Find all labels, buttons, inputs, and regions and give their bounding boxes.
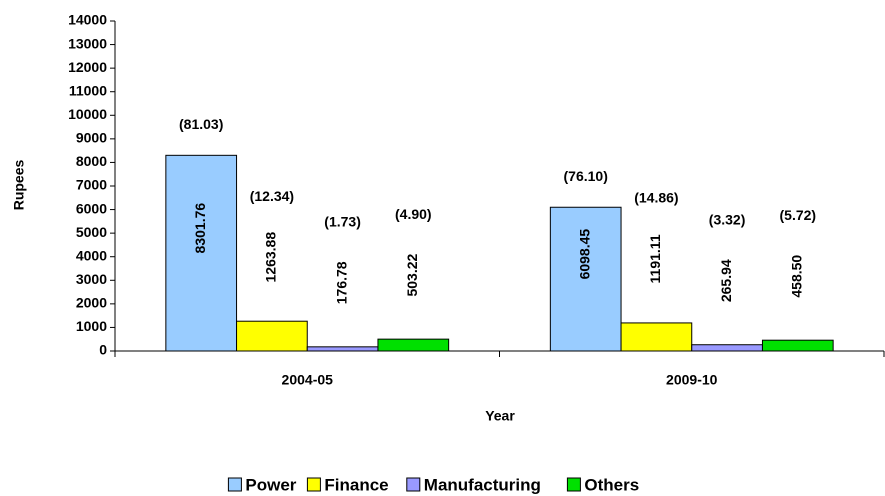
share-label: (5.72) [780, 207, 817, 223]
legend-swatch [227, 477, 242, 492]
y-tick-label: 12000 [68, 59, 107, 75]
legend-label: Others [584, 475, 639, 494]
value-label: 1191.11 [647, 234, 663, 283]
y-tick-label: 7000 [76, 177, 107, 193]
value-label: 265.94 [718, 259, 734, 302]
bar [306, 346, 379, 352]
share-label: (3.32) [709, 211, 746, 227]
legend-label: Manufacturing [424, 475, 541, 494]
y-tick-label: 2000 [76, 295, 107, 311]
bar [761, 339, 834, 352]
value-label: 6098.45 [576, 229, 592, 280]
bar [691, 344, 763, 352]
share-label: (76.10) [564, 168, 608, 184]
y-tick-label: 3000 [76, 271, 107, 287]
y-tick-label: 6000 [76, 200, 107, 216]
x-axis-label: Year [485, 408, 515, 424]
y-tick-label: 0 [99, 342, 107, 358]
share-label: (81.03) [179, 116, 223, 132]
bar [165, 154, 238, 352]
share-label: (4.90) [395, 206, 432, 222]
legend-label: Finance [324, 475, 388, 494]
share-label: (12.34) [250, 188, 294, 204]
share-label: (1.73) [324, 214, 361, 230]
legend-swatch [566, 477, 581, 492]
y-tick-label: 14000 [68, 12, 107, 28]
value-label: 1263.88 [263, 232, 279, 283]
y-tick-label: 1000 [76, 318, 107, 334]
legend-swatch [406, 477, 421, 492]
y-axis-label: Rupees [11, 160, 27, 211]
y-tick-label: 13000 [68, 35, 107, 51]
bar [549, 206, 622, 352]
value-label: 8301.76 [192, 203, 208, 254]
bar [377, 338, 450, 352]
legend-swatch [306, 477, 321, 492]
y-tick-label: 11000 [69, 82, 107, 98]
y-tick-label: 4000 [76, 247, 107, 263]
value-label: 503.22 [404, 254, 420, 297]
y-tick-label: 10000 [68, 106, 107, 122]
value-label: 176.78 [333, 261, 349, 304]
x-tick-label: 2004-05 [282, 372, 334, 388]
bar [236, 320, 308, 352]
y-tick-label: 9000 [76, 130, 107, 146]
bar [620, 322, 693, 352]
share-label: (14.86) [634, 190, 678, 206]
y-tick-label: 8000 [76, 153, 107, 169]
legend-label: Power [245, 475, 296, 494]
value-label: 458.50 [789, 255, 805, 298]
y-tick-label: 5000 [76, 224, 107, 240]
x-tick-label: 2009-10 [666, 372, 718, 388]
